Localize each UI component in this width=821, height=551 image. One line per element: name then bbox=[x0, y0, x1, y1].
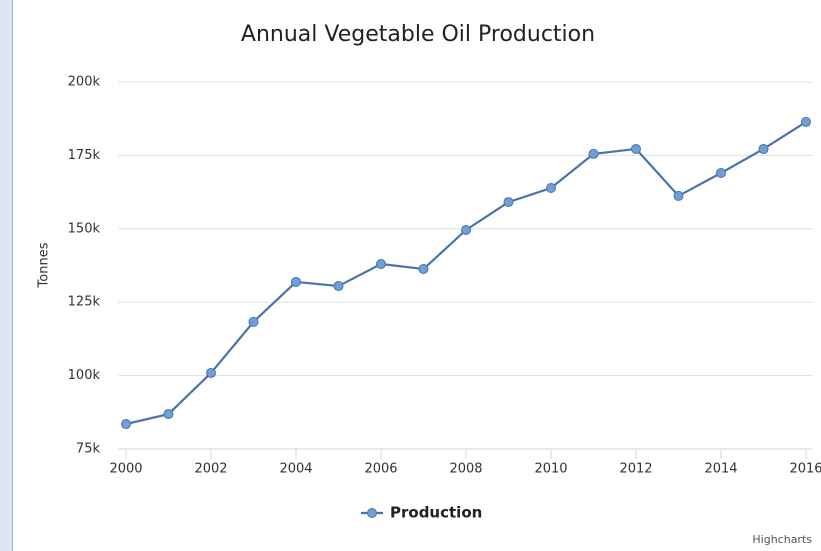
point bbox=[673, 190, 684, 201]
chart-title: Annual Vegetable Oil Production bbox=[241, 22, 595, 47]
x-tick-label: 2016 bbox=[789, 462, 821, 477]
x-tick-label: 2006 bbox=[364, 462, 397, 477]
point bbox=[716, 168, 726, 179]
x-tick-label: 2002 bbox=[194, 462, 227, 477]
point bbox=[333, 281, 344, 292]
point bbox=[121, 419, 131, 430]
x-tick-label: 2004 bbox=[279, 462, 312, 477]
x-tick-label: 2012 bbox=[619, 462, 652, 477]
credits: Highcharts bbox=[752, 533, 812, 546]
y-tick-label: 125k bbox=[68, 295, 101, 310]
point bbox=[503, 197, 514, 208]
point bbox=[758, 143, 769, 154]
x-tick-label: 2008 bbox=[449, 462, 482, 477]
x-tick-label: 2014 bbox=[704, 462, 737, 477]
point bbox=[461, 224, 471, 235]
point bbox=[631, 143, 641, 154]
series-line bbox=[125, 121, 807, 426]
point bbox=[376, 259, 386, 270]
legend-marker bbox=[367, 508, 377, 518]
y-tick-label: 100k bbox=[68, 368, 101, 383]
y-tick-label: 75k bbox=[76, 442, 101, 457]
y-tick-label: 175k bbox=[68, 148, 101, 163]
point bbox=[206, 367, 216, 378]
point bbox=[801, 116, 811, 127]
point bbox=[588, 148, 599, 159]
point bbox=[291, 276, 301, 287]
x-tick-label: 2010 bbox=[534, 462, 567, 477]
point bbox=[163, 409, 174, 420]
y-axis-label: Tonnes bbox=[37, 242, 52, 288]
y-tick-label: 200k bbox=[68, 75, 101, 90]
legend-label: Production bbox=[390, 504, 482, 522]
point bbox=[546, 182, 556, 193]
chart-frame bbox=[12, 0, 821, 551]
point bbox=[248, 316, 259, 327]
x-tick-label: 2000 bbox=[109, 462, 142, 477]
y-tick-label: 150k bbox=[68, 221, 101, 236]
point bbox=[418, 264, 429, 275]
